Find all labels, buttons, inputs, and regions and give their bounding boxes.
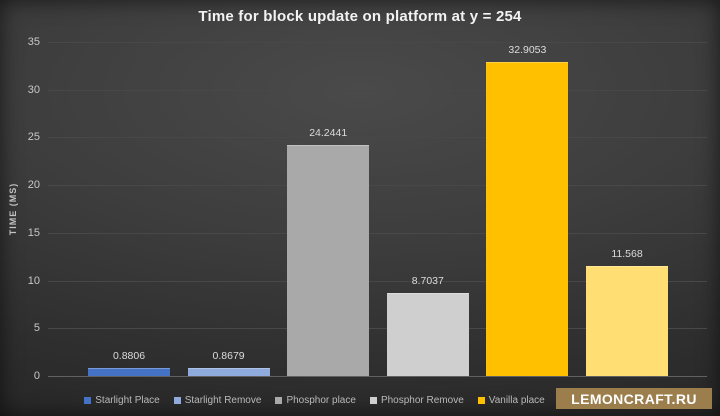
y-tick-label: 10 <box>27 274 40 287</box>
data-label-series-6: 11.568 <box>611 247 643 260</box>
gridline <box>48 328 707 330</box>
y-tick-label: 20 <box>27 179 40 192</box>
gridline <box>48 280 707 282</box>
gridline <box>48 185 707 187</box>
legend-label: Phosphor Remove <box>380 394 464 406</box>
x-axis-line <box>48 376 707 377</box>
bar-phosphor-remove <box>386 292 469 376</box>
y-tick-label: 15 <box>27 226 40 239</box>
data-label-phosphor-remove: 8.7037 <box>411 274 444 287</box>
legend-swatch-icon <box>84 396 92 404</box>
legend-swatch-icon <box>477 396 485 404</box>
legend-label: Phosphor place <box>286 394 356 406</box>
y-tick-label: 0 <box>33 370 40 382</box>
legend-item-starlight-remove: Starlight Remove <box>173 394 262 406</box>
legend-label: Starlight Remove <box>184 394 262 406</box>
legend-item-phosphor-place: Phosphor place <box>275 395 356 406</box>
y-tick-label: 30 <box>27 83 40 96</box>
legend-swatch-icon <box>173 396 181 404</box>
y-tick-label: 25 <box>27 131 40 144</box>
data-label-starlight-remove: 0.8679 <box>212 349 245 362</box>
watermark: LEMONCRAFT.RU <box>556 388 712 409</box>
bar-starlight-place <box>88 367 170 376</box>
gridline <box>48 232 707 234</box>
data-label-vanilla-place: 32.9053 <box>508 44 547 56</box>
gridline <box>48 137 707 139</box>
gridline <box>48 89 707 91</box>
legend-label: Starlight Place <box>95 394 160 406</box>
bar-phosphor-place <box>287 144 370 376</box>
plot-area: 0 5 10 15 20 25 30 35 0.8806 0.8679 24.2441 8.7037 3… <box>28 36 707 382</box>
bar-vanilla-place <box>486 62 569 376</box>
legend-item-phosphor-remove: Phosphor Remove <box>369 394 464 406</box>
y-tick-label: 5 <box>33 322 40 335</box>
legend-swatch-icon <box>369 396 377 404</box>
y-tick-label: 35 <box>27 36 40 48</box>
gridline <box>48 42 707 43</box>
legend-item-starlight-place: Starlight Place <box>84 394 160 406</box>
bar-starlight-remove <box>187 367 270 376</box>
chart-title: Time for block update on platform at y =… <box>198 8 522 25</box>
data-label-phosphor-place: 24.2441 <box>309 126 348 139</box>
bar-series-6 <box>586 265 668 376</box>
legend-swatch-icon <box>275 396 283 404</box>
legend-label: Vanilla place <box>488 394 545 406</box>
legend-item-vanilla-place: Vanilla place <box>477 394 545 406</box>
data-label-starlight-place: 0.8806 <box>112 349 146 362</box>
